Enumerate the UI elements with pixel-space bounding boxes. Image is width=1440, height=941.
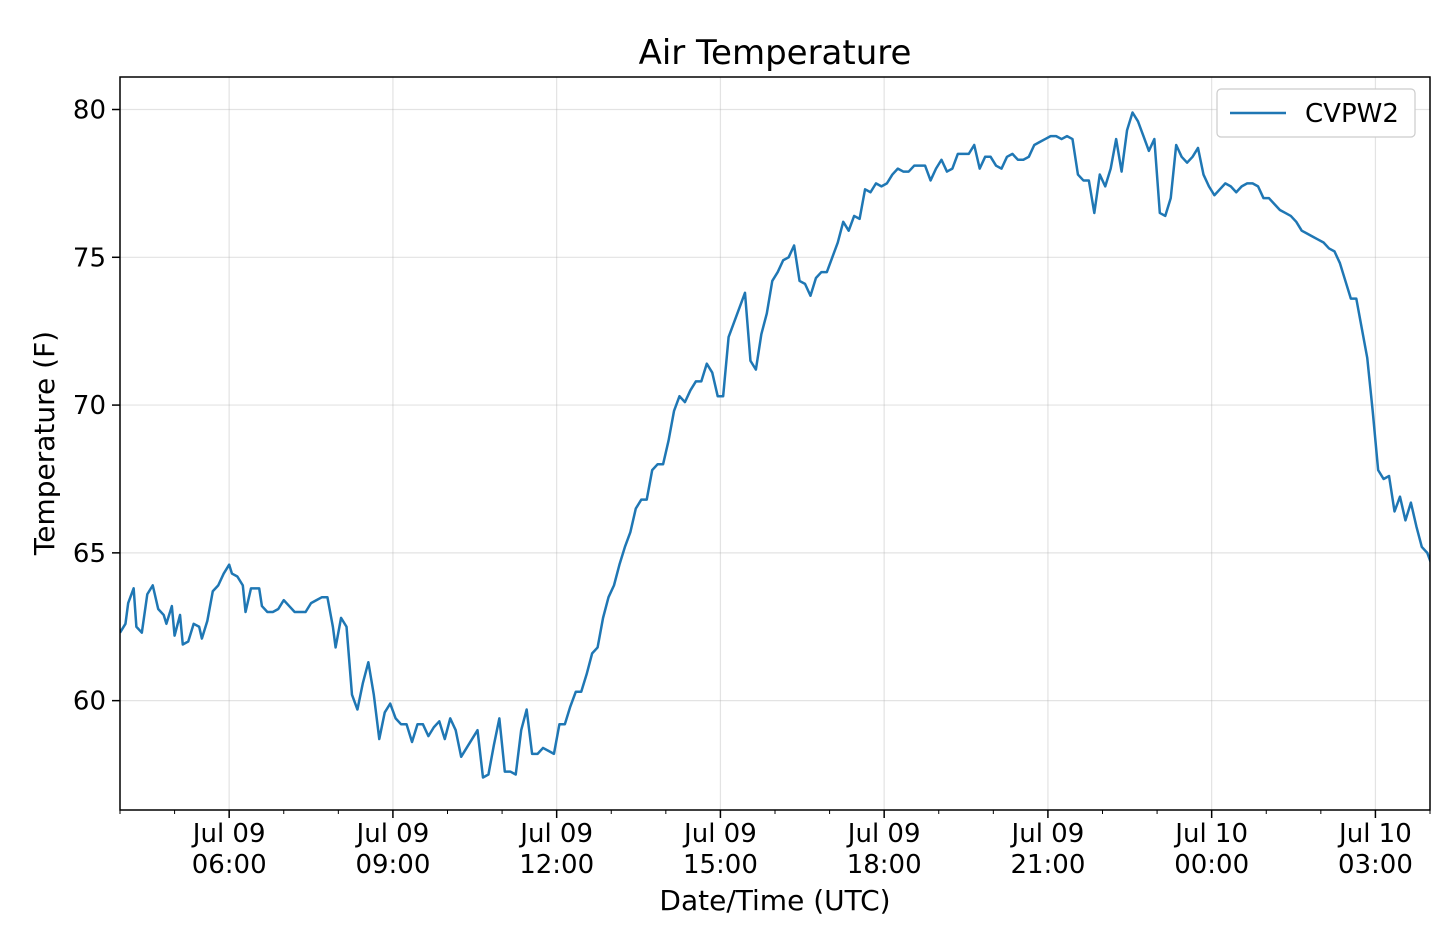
y-tick-label: 80 — [73, 96, 106, 126]
x-tick-label: 21:00 — [1010, 850, 1085, 880]
x-tick-label: Jul 09 — [355, 819, 430, 849]
x-tick-label: Jul 09 — [682, 819, 757, 849]
x-tick-label: Jul 10 — [1173, 819, 1248, 849]
y-tick-label: 75 — [73, 243, 106, 273]
y-axis-title: Temperature (F) — [28, 331, 61, 556]
series-line-cvpw2 — [120, 111, 1430, 779]
y-tick-label: 60 — [73, 687, 106, 717]
x-tick-label: Jul 09 — [846, 819, 921, 849]
y-tick-label: 65 — [73, 539, 106, 569]
x-tick-label: 03:00 — [1338, 850, 1413, 880]
x-tick-label: 09:00 — [355, 850, 430, 880]
x-tick-label: 06:00 — [192, 850, 267, 880]
x-tick-label: 00:00 — [1174, 850, 1249, 880]
legend-box — [1216, 88, 1416, 138]
x-axis-title: Date/Time (UTC) — [659, 884, 890, 917]
series-layer — [120, 111, 1430, 779]
legend: CVPW2 — [1216, 88, 1416, 138]
chart-title: Air Temperature — [639, 33, 912, 73]
x-tick-label: 18:00 — [847, 850, 922, 880]
x-tick-label: Jul 09 — [518, 819, 593, 849]
x-tick-label: Jul 09 — [191, 819, 266, 849]
x-tick-label: 12:00 — [519, 850, 594, 880]
grid — [120, 77, 1430, 810]
y-axis: 60 65 70 75 80 — [73, 96, 120, 717]
legend-label-cvpw2: CVPW2 — [1305, 99, 1399, 129]
y-tick-label: 70 — [73, 391, 106, 421]
x-tick-label: Jul 10 — [1337, 819, 1412, 849]
x-tick-label: 15:00 — [683, 850, 758, 880]
x-tick-label: Jul 09 — [1010, 819, 1085, 849]
